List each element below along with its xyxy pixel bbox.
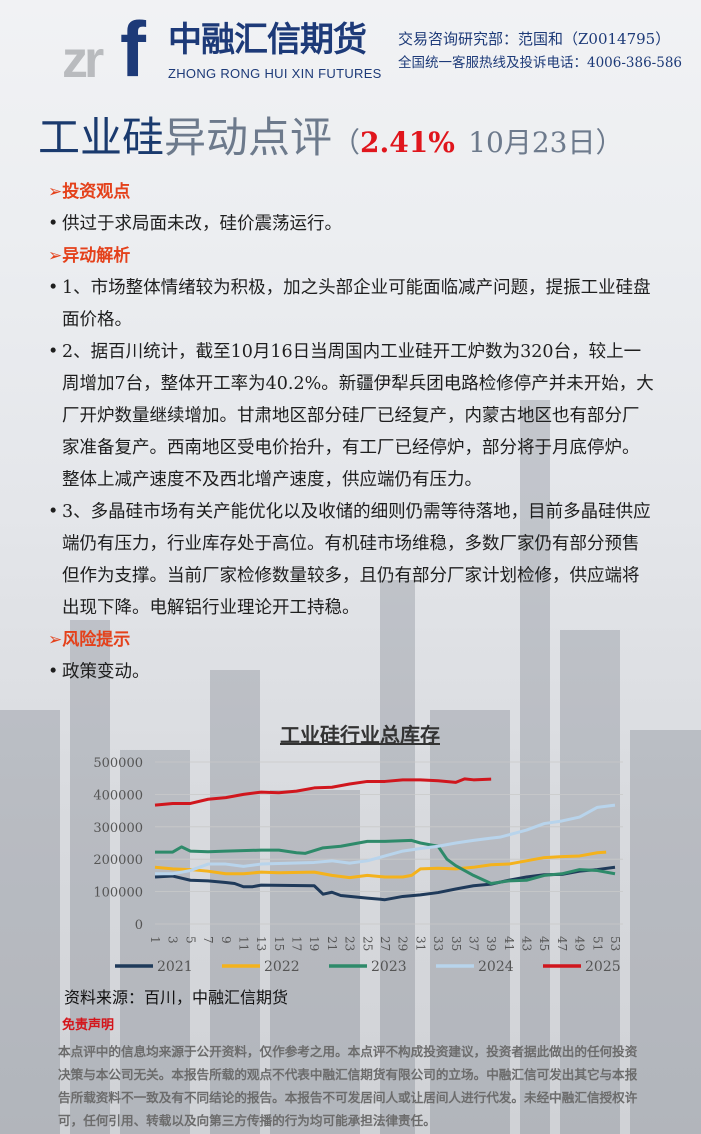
- legend-label-2022: 2022: [264, 959, 300, 975]
- series-line-2022: [154, 850, 607, 880]
- legend-label-2023: 2023: [371, 959, 407, 975]
- x-tick-label: 17: [290, 936, 304, 951]
- analysis-heading: ➢异动解析: [48, 246, 131, 266]
- title-change: 2.41%: [360, 126, 455, 159]
- data-source: 资料来源：百川，中融汇信期货: [64, 988, 289, 1007]
- x-tick-label: 27: [378, 936, 392, 951]
- x-tick-label: 25: [360, 936, 374, 951]
- x-tick-label: 51: [590, 936, 604, 951]
- title-type: 异动点评: [164, 113, 333, 162]
- x-tick-label: 39: [484, 936, 498, 951]
- y-tick-label: 500000: [93, 756, 143, 771]
- series-line-2023: [155, 838, 616, 885]
- logo-english-name: ZHONG RONG HUI XIN FUTURES: [168, 66, 382, 81]
- y-tick-label: 400000: [93, 788, 143, 803]
- y-tick-label: 200000: [93, 853, 143, 868]
- x-tick-label: 15: [272, 936, 286, 951]
- inventory-chart: 工业硅行业总库存 0 100000 200000 300000 400000 500000…: [93, 723, 623, 975]
- x-tick-label: 1: [148, 936, 162, 944]
- analysis-item: 3、多晶硅市场有关产能优化以及收储的细则仍需等待落地，目前多晶硅供应端仍有压力，…: [48, 496, 654, 624]
- logo-chinese-name: 中融汇信期货: [168, 20, 367, 60]
- chart-title: 工业硅行业总库存: [280, 723, 440, 747]
- legend-label-2025: 2025: [585, 959, 621, 975]
- series-line-2021: [154, 865, 616, 902]
- y-tick-label: 100000: [93, 886, 143, 901]
- title-paren-close: ）: [595, 126, 624, 159]
- view-text: 供过于求局面未改，硅价震荡运行。: [48, 208, 654, 240]
- analyst-info: 交易咨询研究部：范国和（Z0014795）: [398, 30, 671, 48]
- x-tick-label: 49: [573, 936, 587, 951]
- risk-text: 政策变动。: [48, 656, 654, 688]
- x-tick-label: 33: [431, 936, 445, 951]
- series-line-2025: [154, 777, 492, 807]
- disclaimer-text: 本点评中的信息均来源于公开资料，仅作参考之用。本点评不构成投资建议，投资者据此做…: [58, 1044, 638, 1128]
- x-tick-label: 21: [325, 936, 339, 951]
- title-paren-open: （: [332, 126, 361, 159]
- x-tick-label: 29: [396, 936, 410, 951]
- report-body: ➢投资观点 供过于求局面未改，硅价震荡运行。 ➢异动解析 1、市场整体情绪较为积…: [48, 176, 654, 688]
- disclaimer-title: 免责声明: [62, 1018, 115, 1033]
- x-tick-label: 53: [608, 936, 622, 951]
- x-tick-label: 9: [219, 936, 233, 944]
- company-logo: zr f 中融汇信期货 ZHONG RONG HUI XIN FUTURES: [62, 5, 382, 93]
- page-title: 工业硅异动点评（2.41% 10月23日）: [38, 112, 624, 169]
- x-tick-label: 47: [555, 936, 569, 951]
- x-tick-label: 43: [520, 936, 534, 951]
- analysis-item: 2、据百川统计，截至10月16日当周国内工业硅开工炉数为320台，较上一周增加7…: [48, 336, 654, 496]
- logo-mark-f: f: [120, 5, 146, 93]
- hotline-info: 全国统一客服热线及投诉电话：4006-386-586: [398, 55, 683, 71]
- y-tick-label: 300000: [93, 821, 143, 836]
- risk-heading: ➢风险提示: [48, 630, 131, 650]
- x-tick-label: 7: [201, 936, 215, 944]
- x-tick-label: 37: [466, 936, 480, 951]
- x-tick-label: 19: [307, 936, 321, 951]
- series-line-2024: [155, 803, 616, 876]
- x-tick-label: 3: [166, 936, 180, 944]
- x-tick-label: 13: [254, 936, 268, 951]
- view-heading: ➢投资观点: [48, 182, 131, 202]
- y-tick-label: 0: [135, 918, 143, 933]
- logo-mark: zr: [62, 31, 104, 89]
- x-tick-label: 31: [413, 936, 427, 951]
- legend-label-2024: 2024: [478, 959, 514, 975]
- title-product: 工业硅: [38, 113, 165, 162]
- analysis-item: 1、市场整体情绪较为积极，加之头部企业可能面临减产问题，提振工业硅盘面价格。: [48, 272, 654, 336]
- x-tick-label: 23: [343, 936, 357, 951]
- x-tick-label: 45: [537, 936, 551, 951]
- x-tick-label: 35: [449, 936, 463, 951]
- x-tick-label: 5: [183, 936, 197, 944]
- legend-label-2021: 2021: [157, 959, 193, 975]
- title-date: 10月23日: [468, 126, 596, 159]
- x-tick-label: 11: [236, 936, 250, 951]
- x-tick-label: 41: [502, 936, 516, 951]
